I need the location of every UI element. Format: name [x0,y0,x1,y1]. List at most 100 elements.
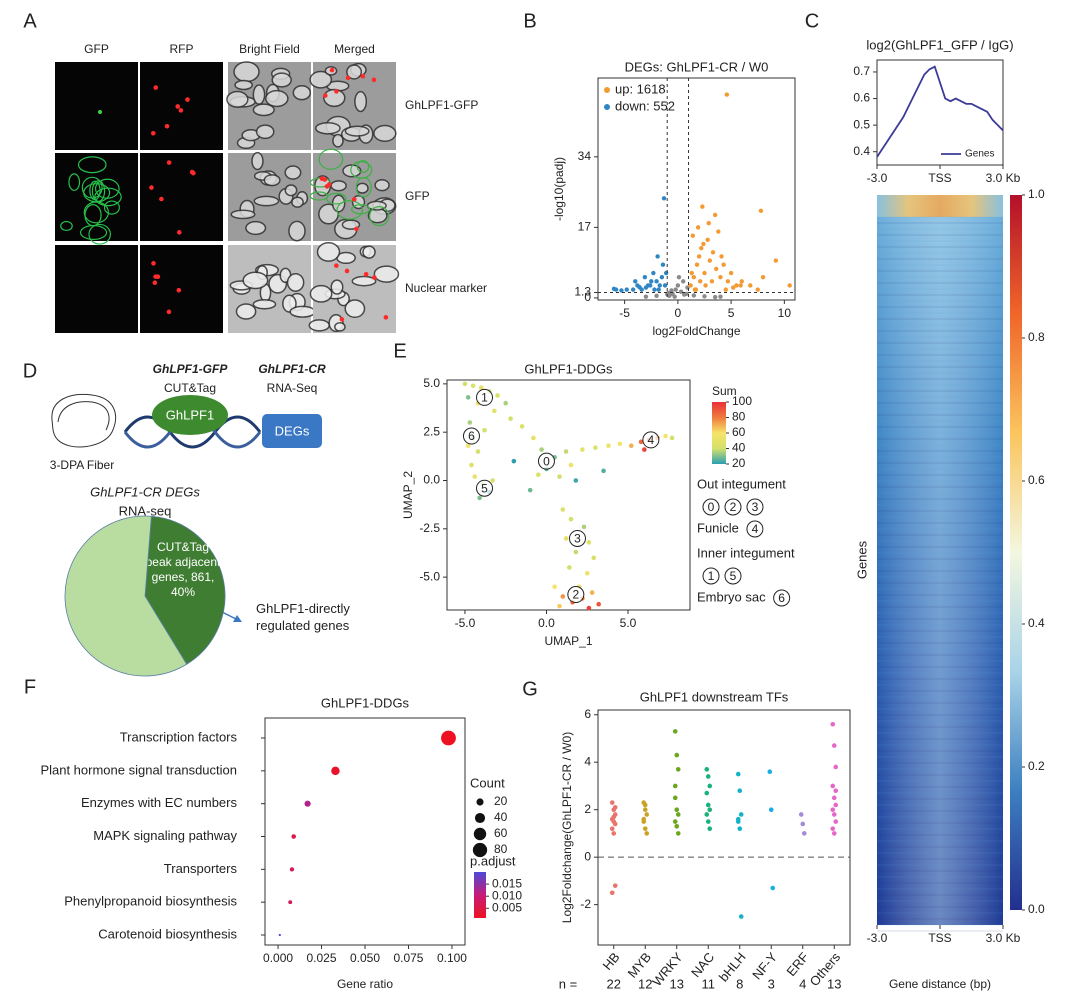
gfp-cell [77,156,107,174]
point [831,795,837,801]
point [675,283,681,288]
colorbar-label: 0.015 [492,876,522,890]
point [573,478,579,483]
panel-label: E [393,340,406,362]
cluster-marker [568,529,586,547]
point [690,233,695,238]
gfp-cell [369,205,390,227]
plot-frame [597,709,851,946]
point [748,283,753,288]
cell-outline [234,79,254,91]
panel-label: B [523,10,536,32]
row-label: GhLPF1-GFP [405,98,478,112]
cluster-label: 6 [468,429,475,443]
point [676,274,682,280]
point [609,800,615,805]
cluster-label: 1 [481,391,488,405]
cell-outline [314,121,341,135]
x-tick-label: bHLH [716,949,749,984]
y-tick-label: 4 [584,754,591,768]
point [714,266,719,272]
nucleus [164,123,170,129]
plot-frame [597,77,796,301]
colorbar-label: 20 [732,456,746,470]
cell-outline [344,125,370,137]
point [688,283,693,288]
point [617,441,623,447]
point [760,274,766,280]
colorbar-label: 80 [732,410,746,424]
point [469,462,474,468]
nucleus [191,170,196,176]
degs-box [262,414,322,448]
dot [288,900,293,905]
color-legend-title: p.adjust [470,853,516,868]
cell-outline [289,305,316,318]
count: 12 [638,976,652,991]
point [465,395,471,400]
point [560,594,566,599]
gfp-cell [83,183,111,203]
line [876,65,1004,158]
cell-outline [341,219,361,230]
annotation-text: GhLPF1-directly regulated genes [256,601,350,633]
point [800,821,806,827]
point [831,812,837,817]
x-tick-label: -5 [619,306,630,320]
point [737,788,743,794]
y-tick-label: Plant hormone signal transduction [40,762,237,777]
x-axis-label: UMAP_1 [544,634,592,648]
point [696,254,702,259]
y-tick-label: 2 [584,802,591,816]
x-tick-label: NF-Y [749,949,780,982]
nucleus [339,317,345,322]
cell-outline [263,174,281,187]
legend-marker [604,104,610,110]
point [773,258,779,263]
point [723,287,728,292]
point [475,449,481,454]
colorbar-label: 0.6 [1028,473,1045,487]
row-label: GFP [405,189,430,203]
dot [441,730,456,746]
point [637,284,642,290]
count-label: n = [559,976,577,991]
point [684,291,689,296]
nucleus [360,73,366,79]
cluster-label: 3 [574,532,581,546]
count: 22 [607,976,621,991]
cell-outline [253,195,280,207]
point [702,270,707,276]
cell-outline [292,84,312,101]
cell-outline [252,103,275,117]
cluster-marker [642,431,660,449]
chart-title: GhLPF1-DDGs [321,695,410,710]
dot [289,867,295,872]
panel-label: F [24,676,36,698]
point [642,274,648,280]
y-tick-label: 1.3 [574,285,591,299]
heatmap-center [877,195,1003,925]
size-legend-marker [474,812,486,824]
fiber-outline [51,393,116,448]
cell-outline [366,200,387,211]
arrow-head [233,615,242,622]
micrograph [140,62,223,150]
point [830,826,836,831]
method-label: RNA-Seq [267,381,318,395]
y-tick-label: 0.4 [853,144,870,158]
nucleus [322,177,328,182]
cell-outline [342,164,362,178]
y-axis-label: Log2Foldchange(GhLPF1-CR / W0) [560,732,574,923]
cell-outline [284,184,298,197]
point [606,443,611,449]
x-tick-label: -3.0 [867,931,888,945]
point [491,408,497,414]
point [557,603,562,609]
cell-outline [308,319,330,332]
point [831,743,837,748]
size-legend-marker [472,842,488,858]
point [705,774,711,779]
point [567,565,572,570]
